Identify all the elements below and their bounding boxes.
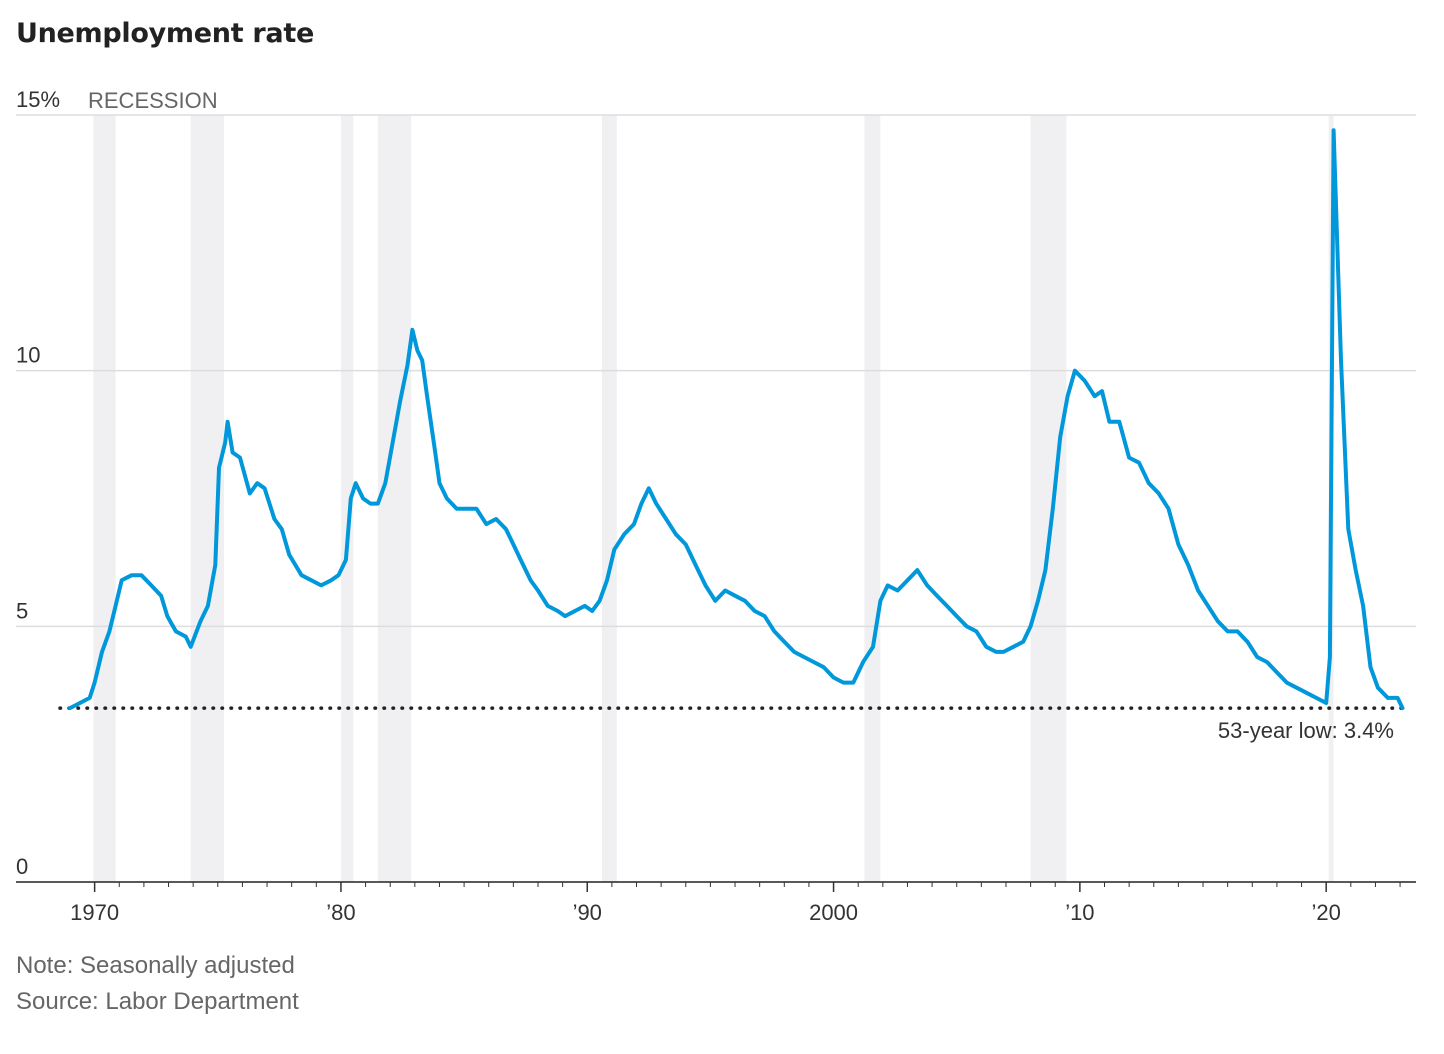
line-chart: 0 5 10 15% RECESSION 1970 ’80 ’90 2000 ’10 ’20 5… [16, 87, 1416, 925]
recession-band [1030, 115, 1067, 882]
x-axis-ticks: 1970 ’80 ’90 2000 ’10 ’20 [70, 882, 1401, 925]
x-tick-label: 1970 [70, 900, 119, 925]
chart-note: Note: Seasonally adjusted [16, 952, 295, 979]
recession-band [602, 115, 617, 882]
recession-band [377, 115, 412, 882]
recession-band [864, 115, 881, 882]
x-tick-label: ’10 [1065, 900, 1094, 925]
gridlines [16, 114, 1416, 628]
y-tick-label: 10 [16, 343, 40, 368]
legend-recession-label: RECESSION [88, 88, 218, 113]
chart-title: Unemployment rate [16, 18, 314, 49]
y-tick-label: 15% [16, 87, 60, 112]
recession-bands [93, 115, 1334, 882]
y-axis-labels: 0 5 10 15% [16, 87, 60, 879]
y-tick-label: 5 [16, 598, 28, 623]
reference-line-label: 53-year low: 3.4% [1218, 718, 1394, 743]
x-tick-label: ’20 [1312, 900, 1341, 925]
x-tick-label: 2000 [809, 900, 858, 925]
series-line-unemployment-rate [68, 128, 1405, 711]
x-tick-label: ’80 [326, 900, 355, 925]
recession-band [93, 115, 116, 882]
recession-band [340, 115, 354, 882]
y-tick-label: 0 [16, 854, 28, 879]
x-tick-label: ’90 [573, 900, 602, 925]
chart-source: Source: Labor Department [16, 988, 299, 1015]
